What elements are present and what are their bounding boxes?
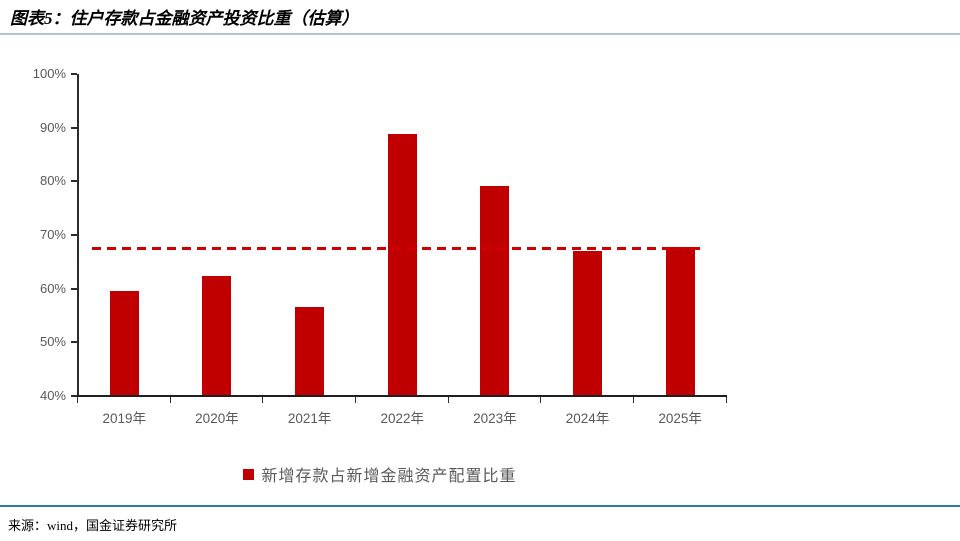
y-axis-label: 40% — [39, 388, 66, 403]
bar-2021年 — [295, 307, 325, 396]
x-axis-line — [77, 395, 727, 397]
x-axis-tick — [169, 397, 171, 403]
y-axis-label: 100% — [32, 66, 66, 81]
legend-square-icon — [243, 468, 255, 480]
y-axis-label: 80% — [39, 173, 66, 189]
bar-2022年 — [387, 133, 417, 396]
bar-2020年 — [202, 276, 232, 396]
x-axis-label: 2025年 — [658, 411, 702, 426]
x-axis-tick — [540, 397, 542, 403]
y-axis-label: 90% — [39, 119, 66, 135]
x-axis-label: 2022年 — [380, 411, 425, 426]
x-axis-tick — [354, 397, 356, 403]
bar-2019年 — [109, 290, 139, 396]
x-axis-label: 2021年 — [287, 411, 332, 426]
legend-label: 新增存款占新增金融资产配置比重 — [261, 468, 517, 485]
source-note: 来源：wind，国金证券研究所 — [8, 518, 178, 533]
figure-title: 图表5：住户存款占金融资产投资比重（估算） — [10, 9, 359, 28]
reference-dashed-line — [92, 246, 700, 250]
y-axis-tick — [71, 180, 77, 183]
footer-divider — [0, 505, 960, 507]
y-axis-tick — [71, 341, 77, 344]
y-axis-tick — [71, 234, 77, 236]
y-axis-label: 70% — [39, 227, 66, 242]
header-divider — [0, 33, 960, 35]
bar-2023年 — [480, 186, 510, 396]
bar-2024年 — [573, 251, 603, 396]
x-axis-tick — [77, 397, 78, 403]
x-axis-label: 2024年 — [565, 411, 610, 426]
x-axis-tick — [262, 397, 264, 403]
y-axis-line — [77, 74, 79, 397]
x-axis-label: 2023年 — [473, 411, 517, 426]
x-axis-label: 2020年 — [195, 411, 239, 426]
legend: 新增存款占新增金融资产配置比重 — [0, 462, 760, 486]
y-axis-tick — [71, 287, 77, 290]
y-axis-label: 50% — [39, 334, 66, 350]
y-axis-tick — [71, 126, 77, 129]
x-axis-tick — [632, 397, 634, 403]
x-axis-tick — [447, 397, 449, 403]
bar-2025年 — [665, 247, 695, 396]
y-axis-label: 60% — [39, 280, 66, 296]
y-axis-tick — [71, 73, 77, 75]
y-axis-tick — [71, 395, 77, 397]
x-axis-tick — [725, 397, 727, 403]
x-axis-label: 2019年 — [102, 411, 147, 426]
